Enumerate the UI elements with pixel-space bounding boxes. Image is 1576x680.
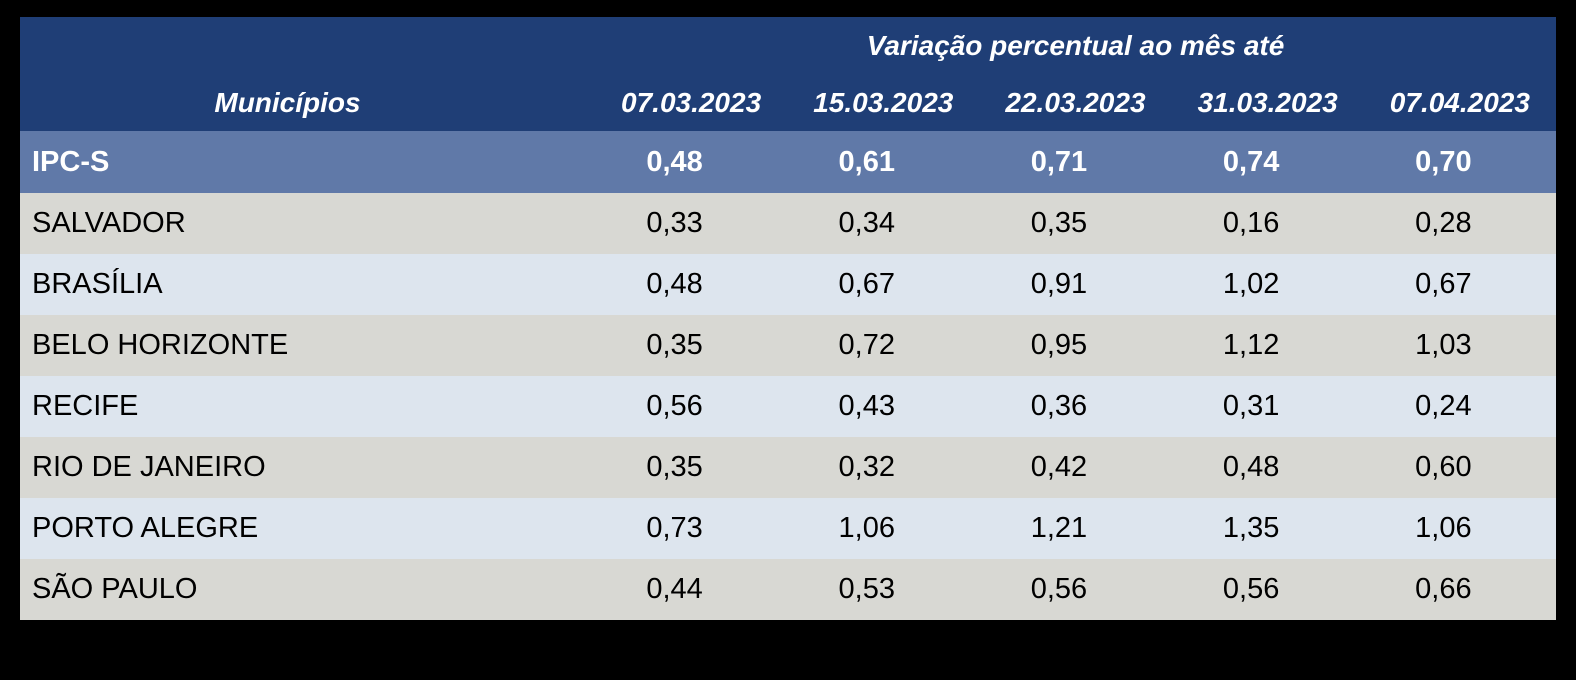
column-header-date-2: 15.03.2023: [787, 74, 980, 131]
column-header-date-4: 31.03.2023: [1171, 74, 1364, 131]
column-header-row: Municípios 07.03.2023 15.03.2023 22.03.2…: [20, 74, 1556, 131]
row-label: BELO HORIZONTE: [20, 315, 595, 376]
value-cell: 0,73: [595, 498, 788, 559]
table-header: Variação percentual ao mês até Município…: [20, 17, 1556, 131]
column-header-date-3: 22.03.2023: [979, 74, 1172, 131]
value-cell: 0,70: [1363, 131, 1556, 193]
value-cell: 1,02: [1171, 254, 1364, 315]
table-row-belo-horizonte: BELO HORIZONTE 0,35 0,72 0,95 1,12 1,03: [20, 315, 1556, 376]
value-cell: 0,56: [1171, 559, 1364, 620]
value-cell: 0,60: [1363, 437, 1556, 498]
value-cell: 0,32: [787, 437, 980, 498]
value-cell: 1,35: [1171, 498, 1364, 559]
ipcs-variation-table: Variação percentual ao mês até Município…: [20, 17, 1556, 620]
column-header-date-5: 07.04.2023: [1363, 74, 1556, 131]
row-label: RIO DE JANEIRO: [20, 437, 595, 498]
row-label: IPC-S: [20, 131, 595, 193]
value-cell: 0,95: [979, 315, 1172, 376]
table-row-salvador: SALVADOR 0,33 0,34 0,35 0,16 0,28: [20, 193, 1556, 254]
value-cell: 0,53: [787, 559, 980, 620]
data-section: SALVADOR 0,33 0,34 0,35 0,16 0,28 BRASÍL…: [20, 193, 1556, 620]
value-cell: 1,03: [1363, 315, 1556, 376]
value-cell: 0,91: [979, 254, 1172, 315]
row-label: SÃO PAULO: [20, 559, 595, 620]
table-row-rio-de-janeiro: RIO DE JANEIRO 0,35 0,32 0,42 0,48 0,60: [20, 437, 1556, 498]
row-label: PORTO ALEGRE: [20, 498, 595, 559]
value-cell: 1,12: [1171, 315, 1364, 376]
value-cell: 0,48: [595, 254, 788, 315]
value-cell: 1,06: [787, 498, 980, 559]
value-cell: 0,43: [787, 376, 980, 437]
value-cell: 0,35: [979, 193, 1172, 254]
value-cell: 1,21: [979, 498, 1172, 559]
value-cell: 0,16: [1171, 193, 1364, 254]
row-label: BRASÍLIA: [20, 254, 595, 315]
value-cell: 0,48: [595, 131, 788, 193]
group-header-title: Variação percentual ao mês até: [595, 17, 1556, 74]
value-cell: 0,71: [979, 131, 1172, 193]
value-cell: 0,24: [1363, 376, 1556, 437]
value-cell: 0,31: [1171, 376, 1364, 437]
table-row-brasilia: BRASÍLIA 0,48 0,67 0,91 1,02 0,67: [20, 254, 1556, 315]
table-row-ipcs: IPC-S 0,48 0,61 0,71 0,74 0,70: [20, 131, 1556, 193]
value-cell: 0,44: [595, 559, 788, 620]
value-cell: 1,06: [1363, 498, 1556, 559]
value-cell: 0,56: [595, 376, 788, 437]
value-cell: 0,28: [1363, 193, 1556, 254]
value-cell: 0,67: [787, 254, 980, 315]
header-blank-cell: [20, 17, 595, 74]
value-cell: 0,72: [787, 315, 980, 376]
highlight-section: IPC-S 0,48 0,61 0,71 0,74 0,70: [20, 131, 1556, 193]
value-cell: 0,66: [1363, 559, 1556, 620]
value-cell: 0,33: [595, 193, 788, 254]
value-cell: 0,34: [787, 193, 980, 254]
group-header-row: Variação percentual ao mês até: [20, 17, 1556, 74]
column-header-date-1: 07.03.2023: [595, 74, 788, 131]
table-row-recife: RECIFE 0,56 0,43 0,36 0,31 0,24: [20, 376, 1556, 437]
value-cell: 0,56: [979, 559, 1172, 620]
column-header-municipios: Municípios: [20, 74, 595, 131]
value-cell: 0,36: [979, 376, 1172, 437]
table-row-porto-alegre: PORTO ALEGRE 0,73 1,06 1,21 1,35 1,06: [20, 498, 1556, 559]
value-cell: 0,74: [1171, 131, 1364, 193]
ipcs-table-container: Variação percentual ao mês até Município…: [20, 17, 1556, 620]
row-label: SALVADOR: [20, 193, 595, 254]
row-label: RECIFE: [20, 376, 595, 437]
value-cell: 0,48: [1171, 437, 1364, 498]
value-cell: 0,67: [1363, 254, 1556, 315]
table-row-sao-paulo: SÃO PAULO 0,44 0,53 0,56 0,56 0,66: [20, 559, 1556, 620]
value-cell: 0,42: [979, 437, 1172, 498]
value-cell: 0,35: [595, 437, 788, 498]
value-cell: 0,35: [595, 315, 788, 376]
value-cell: 0,61: [787, 131, 980, 193]
